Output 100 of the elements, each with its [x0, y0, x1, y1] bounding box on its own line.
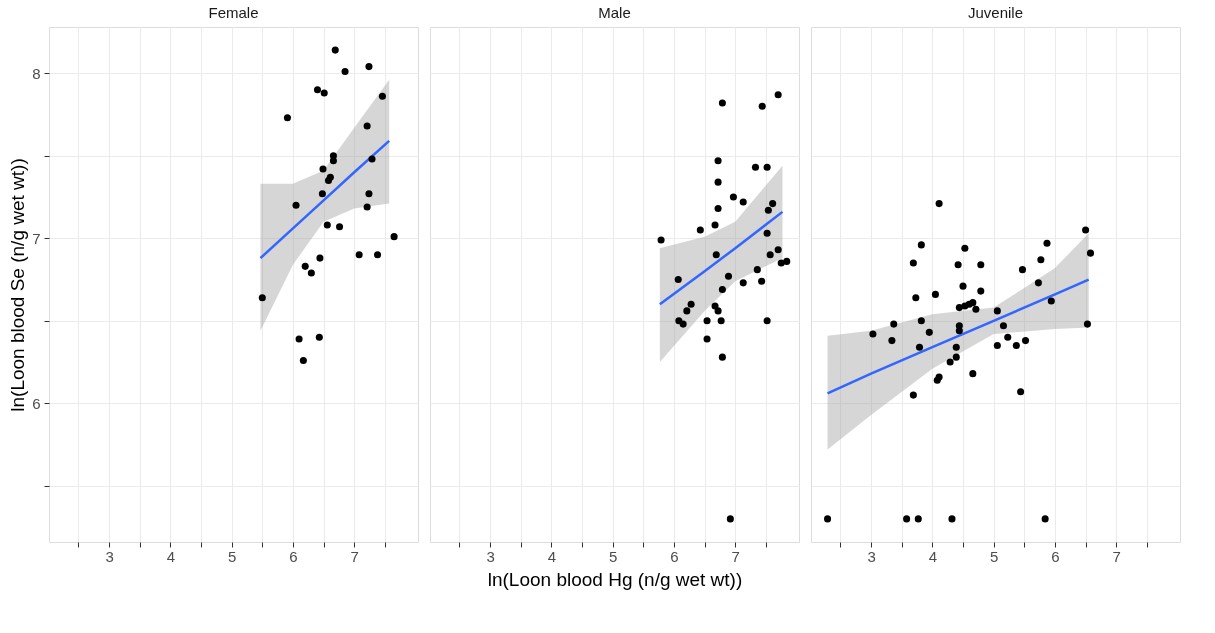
point [1041, 515, 1049, 523]
point [718, 353, 726, 361]
point [1018, 266, 1027, 274]
point [1086, 249, 1095, 257]
point [783, 257, 791, 265]
point [320, 89, 328, 97]
point [977, 287, 985, 295]
y-tick-label: 7 [32, 229, 41, 247]
x-tick-label: 5 [608, 547, 618, 565]
x-tick-label: 7 [350, 547, 359, 565]
point [729, 193, 737, 201]
point [969, 299, 977, 307]
point [1012, 342, 1020, 350]
point [714, 307, 722, 315]
point [952, 353, 960, 361]
point [390, 233, 398, 241]
point [915, 343, 924, 351]
point [914, 515, 922, 523]
point [687, 300, 695, 308]
point [954, 261, 962, 269]
point [972, 305, 980, 313]
point [292, 201, 300, 209]
point [683, 307, 691, 315]
point [326, 173, 334, 181]
point [993, 342, 1001, 350]
x-tick-label: 4 [166, 547, 176, 565]
point [323, 221, 331, 229]
point [955, 304, 963, 312]
point [315, 333, 323, 341]
point [888, 337, 896, 345]
point [739, 198, 747, 206]
point [764, 206, 772, 214]
point [313, 86, 322, 94]
point [703, 335, 711, 343]
point [952, 343, 960, 351]
point [903, 515, 911, 523]
point [774, 246, 782, 254]
point [1082, 226, 1090, 234]
point [718, 285, 726, 293]
point [977, 261, 985, 269]
chart-title: Female [208, 4, 259, 21]
point [711, 221, 719, 229]
x-axis-title: ln(Loon blood Hg (n/g wet wt)) [487, 568, 743, 590]
point [935, 200, 943, 208]
point [703, 317, 711, 325]
point [1034, 279, 1042, 287]
point [999, 322, 1007, 330]
point [307, 269, 315, 277]
point [993, 307, 1001, 315]
point [696, 226, 704, 234]
point [717, 317, 725, 325]
point [824, 515, 832, 523]
point [909, 259, 917, 267]
point [283, 114, 291, 122]
point [739, 279, 747, 287]
point [301, 262, 309, 270]
point [718, 99, 726, 107]
point [679, 320, 687, 328]
point [714, 178, 722, 186]
point [368, 155, 376, 163]
point [763, 163, 771, 171]
point [931, 290, 939, 298]
point [925, 328, 933, 336]
point [766, 251, 774, 259]
point [374, 251, 382, 259]
point [959, 282, 967, 290]
line-series [259, 139, 391, 260]
point [329, 157, 337, 165]
point [355, 251, 363, 259]
point [318, 190, 326, 198]
point [714, 205, 722, 213]
point [1083, 320, 1091, 328]
point [378, 92, 386, 100]
x-tick-label: 7 [731, 547, 740, 565]
point [336, 223, 344, 231]
point [961, 244, 969, 252]
x-tick-label: 3 [105, 547, 114, 565]
point [969, 370, 977, 378]
x-tick-label: 6 [1051, 547, 1060, 565]
point [258, 294, 266, 302]
point [912, 294, 920, 302]
x-tick-label: 4 [547, 547, 557, 565]
x-tick-label: 6 [670, 547, 679, 565]
point [751, 163, 760, 171]
point [948, 515, 956, 523]
point [946, 358, 954, 366]
point [917, 241, 925, 249]
point [331, 46, 339, 54]
point [1017, 388, 1025, 396]
point [714, 157, 722, 165]
point [758, 102, 766, 110]
point [657, 236, 665, 244]
x-tick-label: 5 [989, 547, 999, 565]
x-tick-label: 7 [1112, 547, 1121, 565]
point [365, 190, 373, 198]
point [299, 356, 307, 364]
point [769, 200, 777, 208]
point [1022, 337, 1030, 345]
point [955, 327, 963, 335]
point [1043, 239, 1051, 247]
